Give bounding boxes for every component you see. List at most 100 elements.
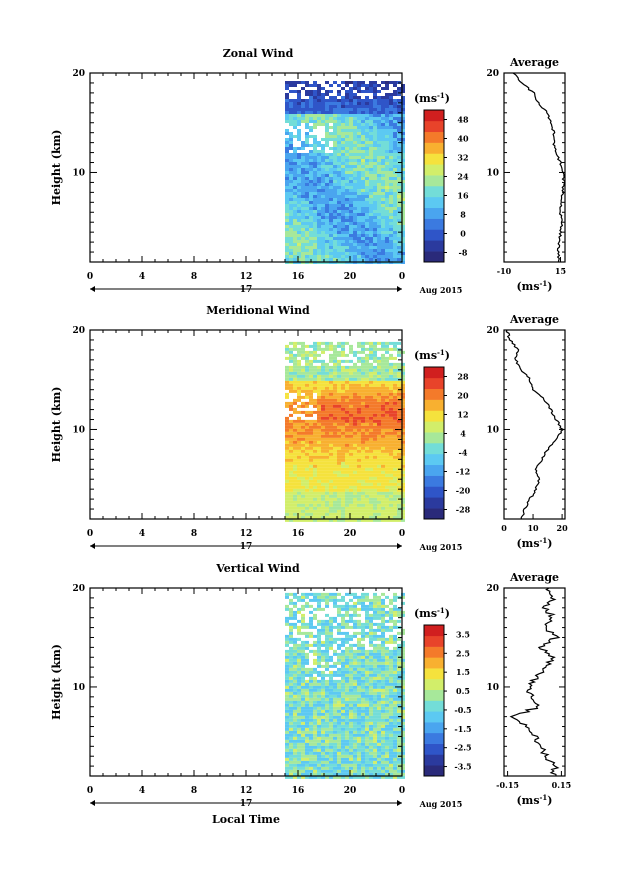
colorbar-swatch <box>424 497 444 509</box>
colorbar-swatch <box>424 421 444 433</box>
panel-title: Zonal Wind <box>223 47 294 60</box>
colorbar-tick-label: 28 <box>457 372 469 382</box>
profile-line <box>512 72 566 263</box>
y-tick-label: 10 <box>72 683 85 693</box>
month-label: Aug 2015 <box>419 799 463 809</box>
colorbar-swatch <box>424 765 444 777</box>
colorbar-tick-label: 4 <box>460 429 466 439</box>
colorbar-tick-label: 3.5 <box>456 629 470 639</box>
month-label: Aug 2015 <box>419 285 463 295</box>
colorbar-tick-label: 8 <box>460 210 466 220</box>
colorbar-swatch <box>424 229 444 241</box>
x-tick-label: 20 <box>344 786 357 796</box>
colorbar-swatch <box>424 508 444 520</box>
heatmap-cells <box>285 341 405 522</box>
date-arrow-right <box>397 286 402 292</box>
x-axis-label: Local Time <box>212 813 280 826</box>
colorbar-swatch <box>424 668 444 680</box>
x-tick-label: 0 <box>87 272 93 282</box>
colorbar-tick-label: 40 <box>457 134 469 144</box>
profile-title: Average <box>509 571 559 584</box>
colorbar-swatch <box>424 142 444 154</box>
colorbar-tick-label: -3.5 <box>454 762 471 772</box>
colorbar-swatch <box>424 153 444 165</box>
profile-line <box>505 329 565 519</box>
colorbar-swatch <box>424 218 444 230</box>
colorbar-unit: (ms-1) <box>414 91 450 105</box>
colorbar-frame <box>423 109 445 263</box>
date-arrow-left <box>90 286 95 292</box>
colorbar-swatch <box>424 399 444 411</box>
x-tick-label: 20 <box>344 529 357 539</box>
y-tick-label: 20 <box>72 69 85 79</box>
colorbar-tick-label: -2.5 <box>454 743 471 753</box>
y-axis-label: Height (km) <box>50 644 63 720</box>
colorbar-unit: (ms-1) <box>414 606 450 620</box>
colorbar-tick-label: 1.5 <box>456 667 470 677</box>
colorbar-swatch <box>424 367 444 379</box>
x-tick-label: 4 <box>139 786 145 796</box>
colorbar-swatch <box>424 453 444 466</box>
colorbar-tick-label: 32 <box>457 153 468 163</box>
colorbar-swatch <box>424 678 444 691</box>
profile-frame <box>503 587 566 777</box>
colorbar-swatch <box>424 689 444 701</box>
date-label: 17 <box>240 542 253 552</box>
colorbar-frame <box>423 366 445 520</box>
colorbar-swatch <box>424 175 444 187</box>
colorbar-swatch <box>424 186 444 198</box>
profile-y-tick-label: 20 <box>486 326 499 336</box>
date-arrow-left <box>90 800 95 806</box>
profile-x-label: (ms-1) <box>516 793 552 807</box>
colorbar-swatch <box>424 164 444 176</box>
colorbar-tick-label: -28 <box>456 505 471 515</box>
panel-title: Meridional Wind <box>206 304 310 317</box>
profile-y-tick-label: 20 <box>486 584 499 594</box>
profile-x-tick-label: 0 <box>501 523 507 533</box>
colorbar-swatch <box>424 635 444 647</box>
colorbar-swatch <box>424 196 444 209</box>
colorbar-tick-label: 2.5 <box>456 648 470 658</box>
profile-x-tick-label: 10 <box>527 523 539 533</box>
heatmap-cells <box>285 592 405 779</box>
colorbar-tick-label: -0.5 <box>454 705 471 715</box>
x-tick-label: 0 <box>399 786 405 796</box>
y-tick-label: 10 <box>72 425 85 435</box>
colorbar-swatch <box>424 410 444 422</box>
x-tick-label: 8 <box>191 272 197 282</box>
x-tick-label: 0 <box>399 272 405 282</box>
colorbar-unit: (ms-1) <box>414 348 450 362</box>
profile-x-tick-label: 15 <box>555 266 566 276</box>
colorbar-swatch <box>424 443 444 455</box>
colorbar-tick-label: -12 <box>456 467 470 477</box>
panel-3: Vertical Wind 10 20 Height (km) 0 4 8 12 16 20 0 17… <box>50 562 571 826</box>
colorbar-tick-label: -8 <box>459 248 468 258</box>
profile-x-label: (ms-1) <box>516 279 552 293</box>
colorbar-tick-label: 24 <box>457 172 469 182</box>
profile-x-tick-label: -0.15 <box>496 780 519 790</box>
colorbar-swatch <box>424 120 444 133</box>
colorbar-swatch <box>424 131 444 143</box>
date-label: 17 <box>240 285 253 295</box>
colorbar-swatch <box>424 475 444 487</box>
colorbar-frame <box>423 624 445 777</box>
month-label: Aug 2015 <box>419 542 463 552</box>
x-tick-label: 8 <box>191 529 197 539</box>
x-tick-label: 0 <box>87 786 93 796</box>
colorbar-swatch <box>424 388 444 400</box>
colorbar-swatch <box>424 432 444 444</box>
x-tick-label: 4 <box>139 529 145 539</box>
colorbar-swatch <box>424 240 444 252</box>
colorbar-swatch <box>424 732 444 744</box>
x-tick-label: 12 <box>240 529 253 539</box>
colorbar-swatch <box>424 754 444 766</box>
colorbar-swatch <box>424 207 444 219</box>
colorbar-tick-label: -20 <box>456 486 471 496</box>
colorbar-swatch <box>424 251 444 263</box>
colorbar-swatch <box>424 743 444 755</box>
date-label: 17 <box>240 799 253 809</box>
colorbar-tick-label: 16 <box>457 191 469 201</box>
x-tick-label: 16 <box>292 529 305 539</box>
colorbar-swatch <box>424 711 444 723</box>
